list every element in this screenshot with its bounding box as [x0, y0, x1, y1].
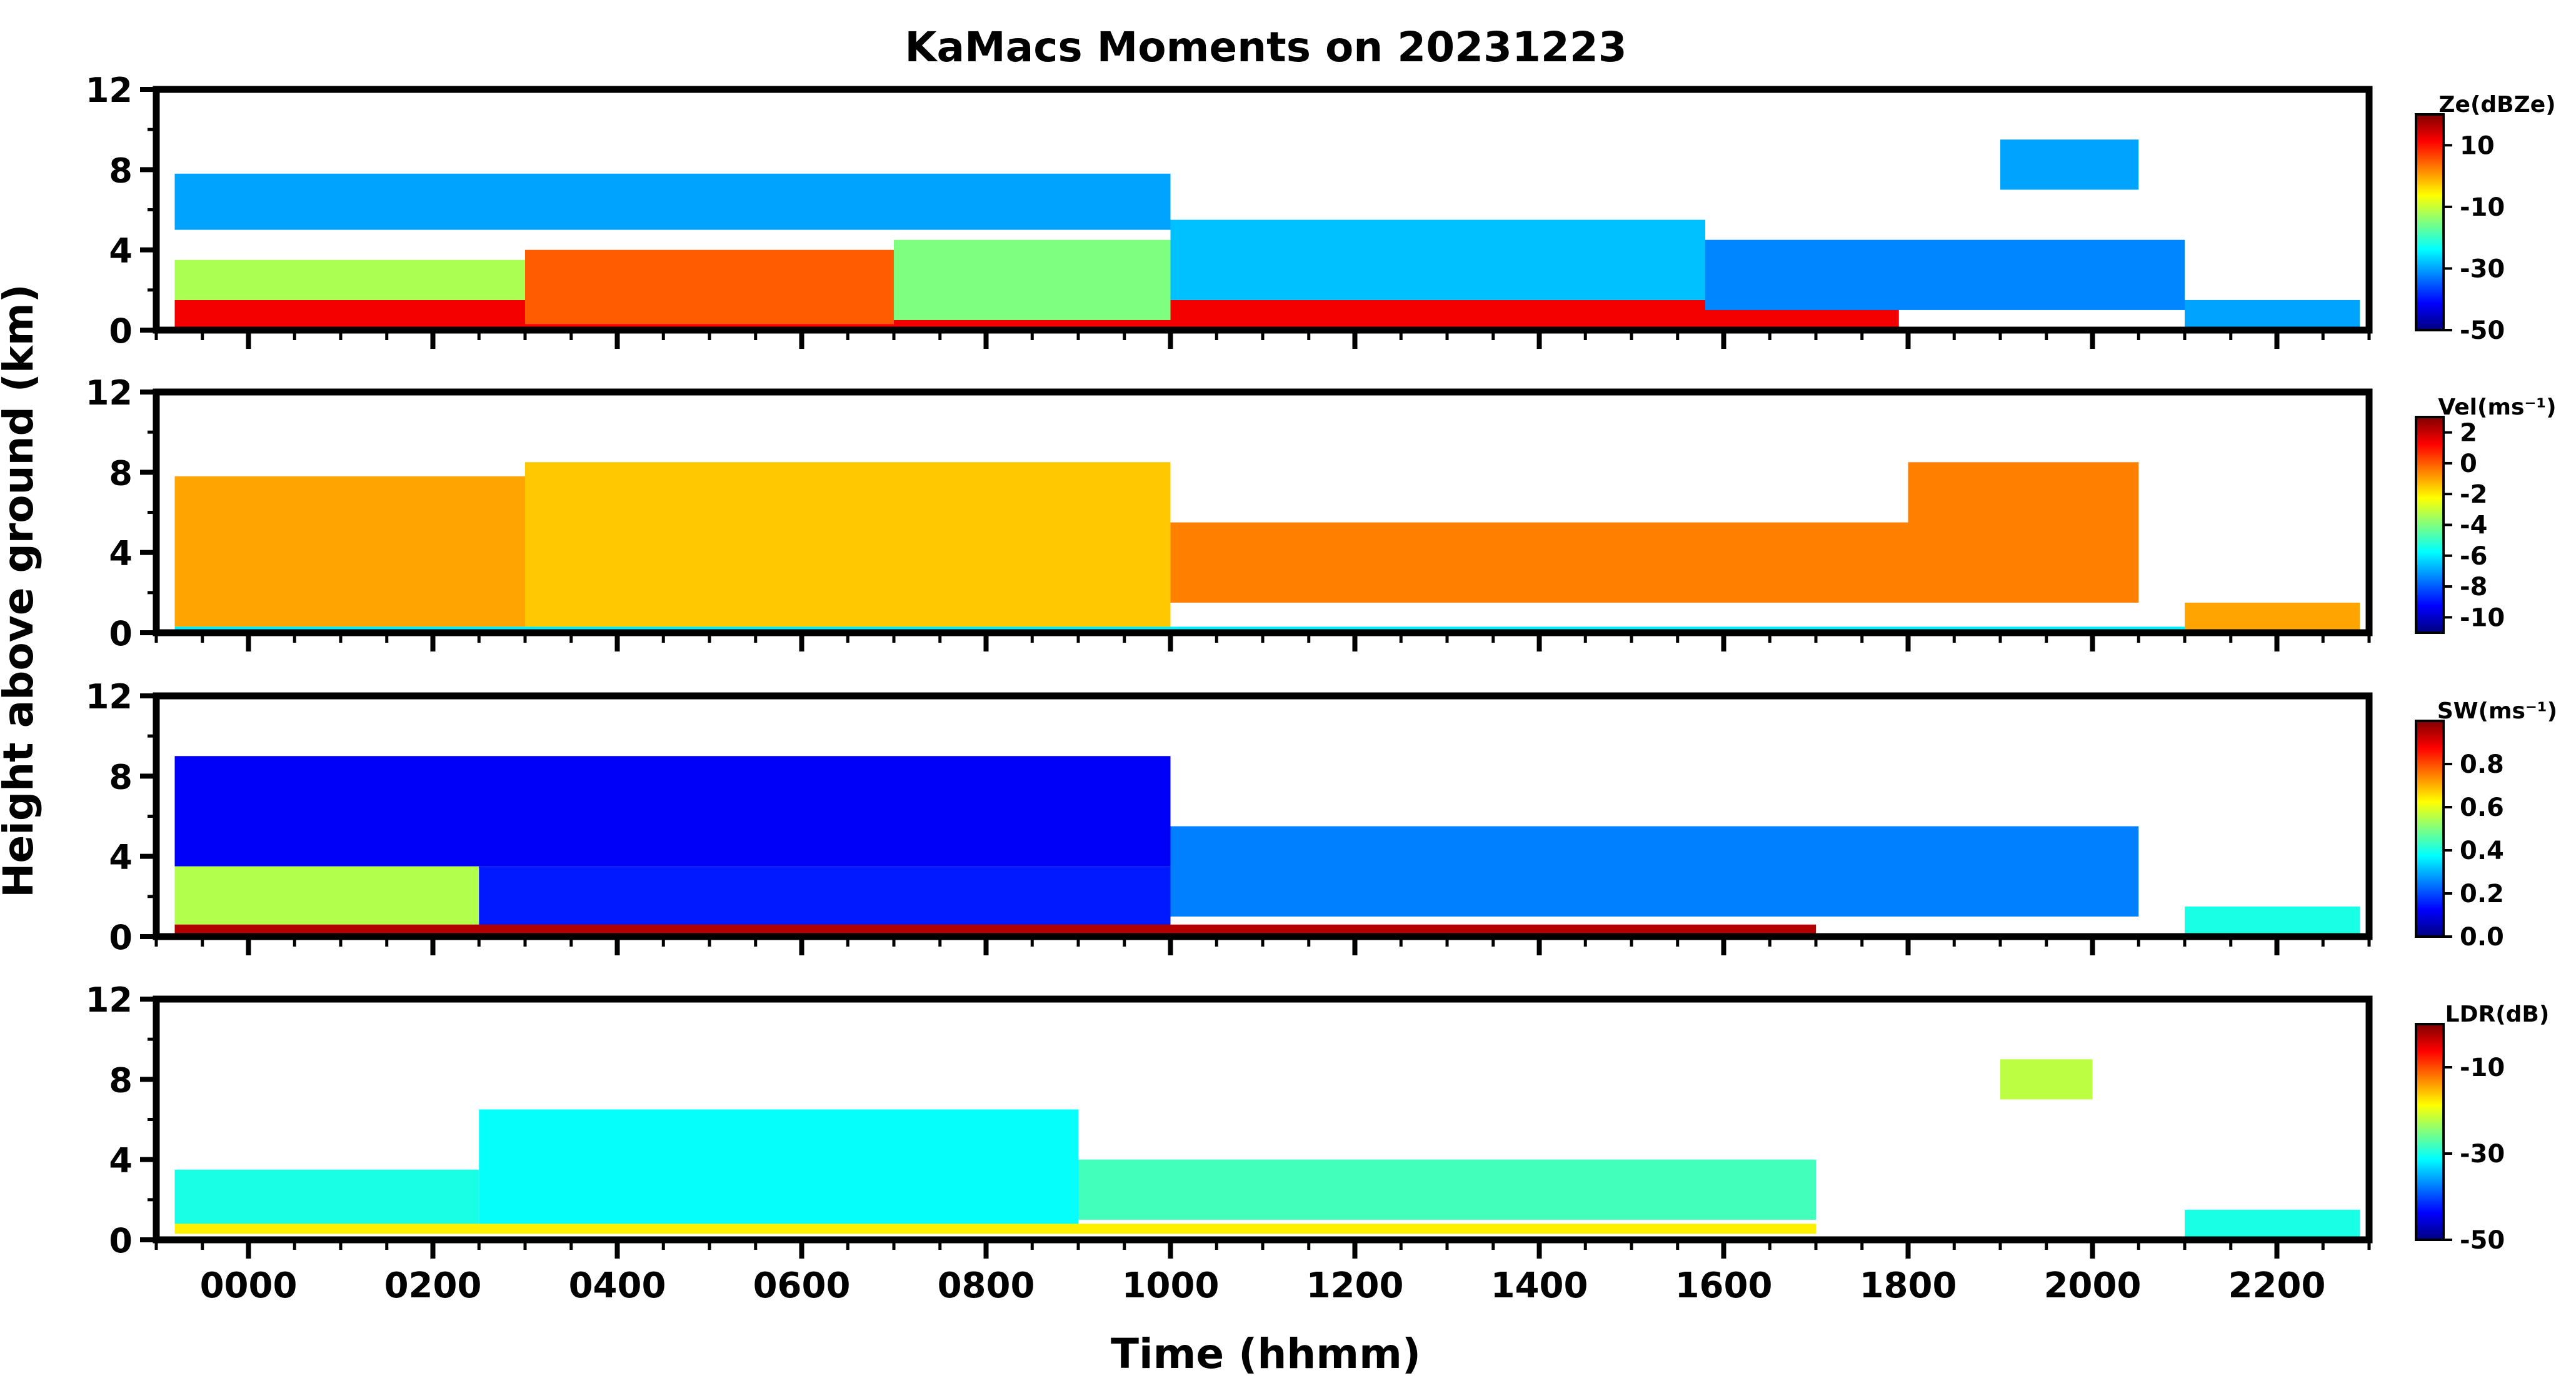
colorbar-tick-label-vel-0: 2: [2460, 419, 2477, 448]
colorbar-label-ldr: LDR(dB): [2445, 1002, 2550, 1027]
y-tick-label-vel-2: 8: [109, 453, 133, 493]
y-tick-label-sw-0: 0: [109, 918, 133, 957]
data-region-ldr-5: [2185, 1209, 2360, 1240]
colorbar-tick-label-vel-6: -10: [2460, 603, 2505, 632]
colorbar-tick-label-sw-3: 0.2: [2460, 880, 2504, 908]
colorbar-tick-label-vel-4: -6: [2460, 542, 2487, 571]
data-region-ze-8: [2185, 299, 2360, 330]
colorbar-tick-label-ldr-0: -10: [2460, 1054, 2505, 1082]
data-region-vel-1: [525, 462, 1171, 627]
x-tick-label-2: 0400: [569, 1265, 666, 1306]
y-tick-label-vel-0: 0: [109, 614, 133, 653]
colorbar-label-ze: Ze(dBZe): [2438, 92, 2555, 118]
colorbar-tick-label-vel-2: -2: [2460, 480, 2487, 509]
colorbar-label-vel: Vel(ms⁻¹): [2438, 395, 2556, 420]
colorbar-tick-label-ze-2: -30: [2460, 254, 2505, 283]
data-region-ldr-4: [2000, 1059, 2093, 1100]
y-axis-label: Height above ground (km): [0, 284, 43, 898]
data-region-vel-0: [174, 476, 525, 627]
colorbar-tick-label-sw-1: 0.6: [2460, 793, 2504, 822]
data-region-ldr-0: [174, 1169, 479, 1230]
x-tick-label-1: 0200: [384, 1265, 482, 1306]
y-tick-label-vel-3: 12: [86, 373, 133, 413]
y-tick-label-ldr-0: 0: [109, 1221, 133, 1260]
colorbar-tick-label-vel-1: 0: [2460, 450, 2477, 478]
colorbar-tick-label-ldr-2: -50: [2460, 1226, 2505, 1255]
data-region-sw-0: [174, 756, 1171, 867]
y-tick-label-sw-2: 8: [109, 757, 133, 797]
y-tick-label-ldr-2: 8: [109, 1060, 133, 1100]
chart-title: KaMacs Moments on 20231223: [905, 23, 1626, 71]
data-region-sw-5: [2185, 906, 2360, 937]
colorbar-tick-label-ze-3: -50: [2460, 316, 2505, 345]
colorbar-tick-label-ze-1: -10: [2460, 193, 2505, 222]
y-tick-label-ze-2: 8: [109, 151, 133, 190]
x-tick-label-9: 1800: [1860, 1265, 1957, 1306]
x-tick-label-5: 1000: [1122, 1265, 1220, 1306]
colorbar-label-sw: SW(ms⁻¹): [2437, 698, 2557, 724]
x-tick-label-10: 2000: [2044, 1265, 2142, 1306]
x-tick-label-8: 1600: [1675, 1265, 1773, 1306]
data-region-ze-2: [894, 239, 1171, 320]
colorbar-vel: [2415, 416, 2445, 634]
data-region-ze-6: [1705, 239, 2185, 310]
colorbar-sw: [2415, 720, 2445, 938]
data-region-ldr-2: [1078, 1159, 1816, 1220]
colorbar-tick-label-ze-0: 10: [2460, 131, 2495, 160]
data-region-ze-1: [525, 249, 894, 324]
y-tick-label-ze-3: 12: [86, 71, 133, 110]
x-tick-label-3: 0600: [753, 1265, 851, 1306]
data-region-vel-5: [2185, 602, 2360, 633]
panel-ze: 0 4 8 12 Ze(dBZe) 10 -10 -30 -50: [86, 71, 2556, 351]
data-region-ze-4: [174, 173, 1171, 230]
colorbar-ldr: [2415, 1023, 2445, 1241]
panel-ldr: 0 4 8 12 LDR(dB) -10 -30 -50: [86, 980, 2549, 1260]
y-tick-label-ldr-1: 4: [109, 1141, 133, 1180]
data-region-ldr-1: [479, 1109, 1078, 1230]
colorbar-tick-label-sw-0: 0.8: [2460, 750, 2504, 779]
data-region-ze-5: [1170, 219, 1705, 300]
colorbar-tick-label-sw-4: 0.0: [2460, 923, 2504, 952]
colorbar-tick-label-ldr-1: -30: [2460, 1140, 2505, 1169]
data-region-vel-2: [1170, 522, 1908, 603]
x-tick-label-4: 0800: [938, 1265, 1035, 1306]
colorbar-tick-label-vel-3: -4: [2460, 511, 2487, 540]
data-region-sw-3: [1170, 826, 2139, 917]
x-axis-label: Time (hhmm): [1111, 1330, 1421, 1378]
data-region-vel-3: [1908, 462, 2139, 603]
data-region-ze-7: [2000, 139, 2139, 190]
colorbar-tick-label-vel-5: -8: [2460, 573, 2487, 601]
x-tick-label-7: 1400: [1491, 1265, 1588, 1306]
data-region-ldr-3: [174, 1224, 1816, 1234]
y-tick-label-ze-0: 0: [109, 311, 133, 351]
y-tick-label-ze-1: 4: [109, 231, 133, 271]
y-tick-label-ldr-3: 12: [86, 980, 133, 1020]
y-tick-label-vel-1: 4: [109, 534, 133, 573]
x-tick-label-0: 0000: [200, 1265, 298, 1306]
colorbar-ze: [2415, 113, 2445, 331]
data-region-sw-1: [174, 866, 479, 927]
data-region-ze-3: [174, 259, 525, 300]
y-tick-label-sw-3: 12: [86, 677, 133, 717]
x-tick-label-6: 1200: [1306, 1265, 1404, 1306]
data-region-sw-2: [479, 866, 1171, 927]
colorbar-tick-label-sw-2: 0.4: [2460, 837, 2504, 865]
x-tick-label-11: 2200: [2228, 1265, 2326, 1306]
y-tick-label-sw-1: 4: [109, 838, 133, 877]
panel-sw: 0 4 8 12 SW(ms⁻¹) 0.8 0.6 0.4 0.2 0.0: [86, 677, 2557, 957]
